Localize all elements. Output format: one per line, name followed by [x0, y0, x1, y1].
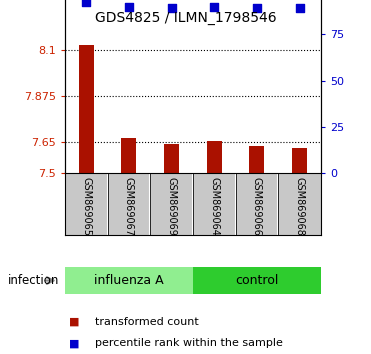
Text: percentile rank within the sample: percentile rank within the sample — [95, 338, 282, 348]
Point — [254, 5, 260, 11]
Text: GDS4825 / ILMN_1798546: GDS4825 / ILMN_1798546 — [95, 11, 276, 25]
Point — [126, 4, 132, 10]
Text: transformed count: transformed count — [95, 317, 198, 327]
Point — [83, 0, 89, 5]
Bar — [292, 148, 307, 173]
Bar — [79, 45, 94, 173]
Bar — [121, 138, 137, 173]
Bar — [65, 267, 193, 294]
Point — [168, 5, 174, 11]
Point — [297, 5, 303, 11]
Text: infection: infection — [7, 274, 59, 287]
Bar — [193, 267, 321, 294]
Text: GSM869068: GSM869068 — [295, 177, 305, 235]
Point — [211, 4, 217, 10]
Text: control: control — [235, 274, 279, 287]
Text: GSM869066: GSM869066 — [252, 177, 262, 235]
Text: influenza A: influenza A — [94, 274, 164, 287]
Text: GSM869065: GSM869065 — [81, 177, 91, 235]
Text: ■: ■ — [69, 338, 79, 348]
Bar — [249, 145, 265, 173]
Text: GSM869067: GSM869067 — [124, 177, 134, 235]
Text: ■: ■ — [69, 317, 79, 327]
Text: GSM869069: GSM869069 — [167, 177, 177, 235]
Bar — [164, 143, 179, 173]
Text: GSM869064: GSM869064 — [209, 177, 219, 235]
Bar — [207, 141, 222, 173]
